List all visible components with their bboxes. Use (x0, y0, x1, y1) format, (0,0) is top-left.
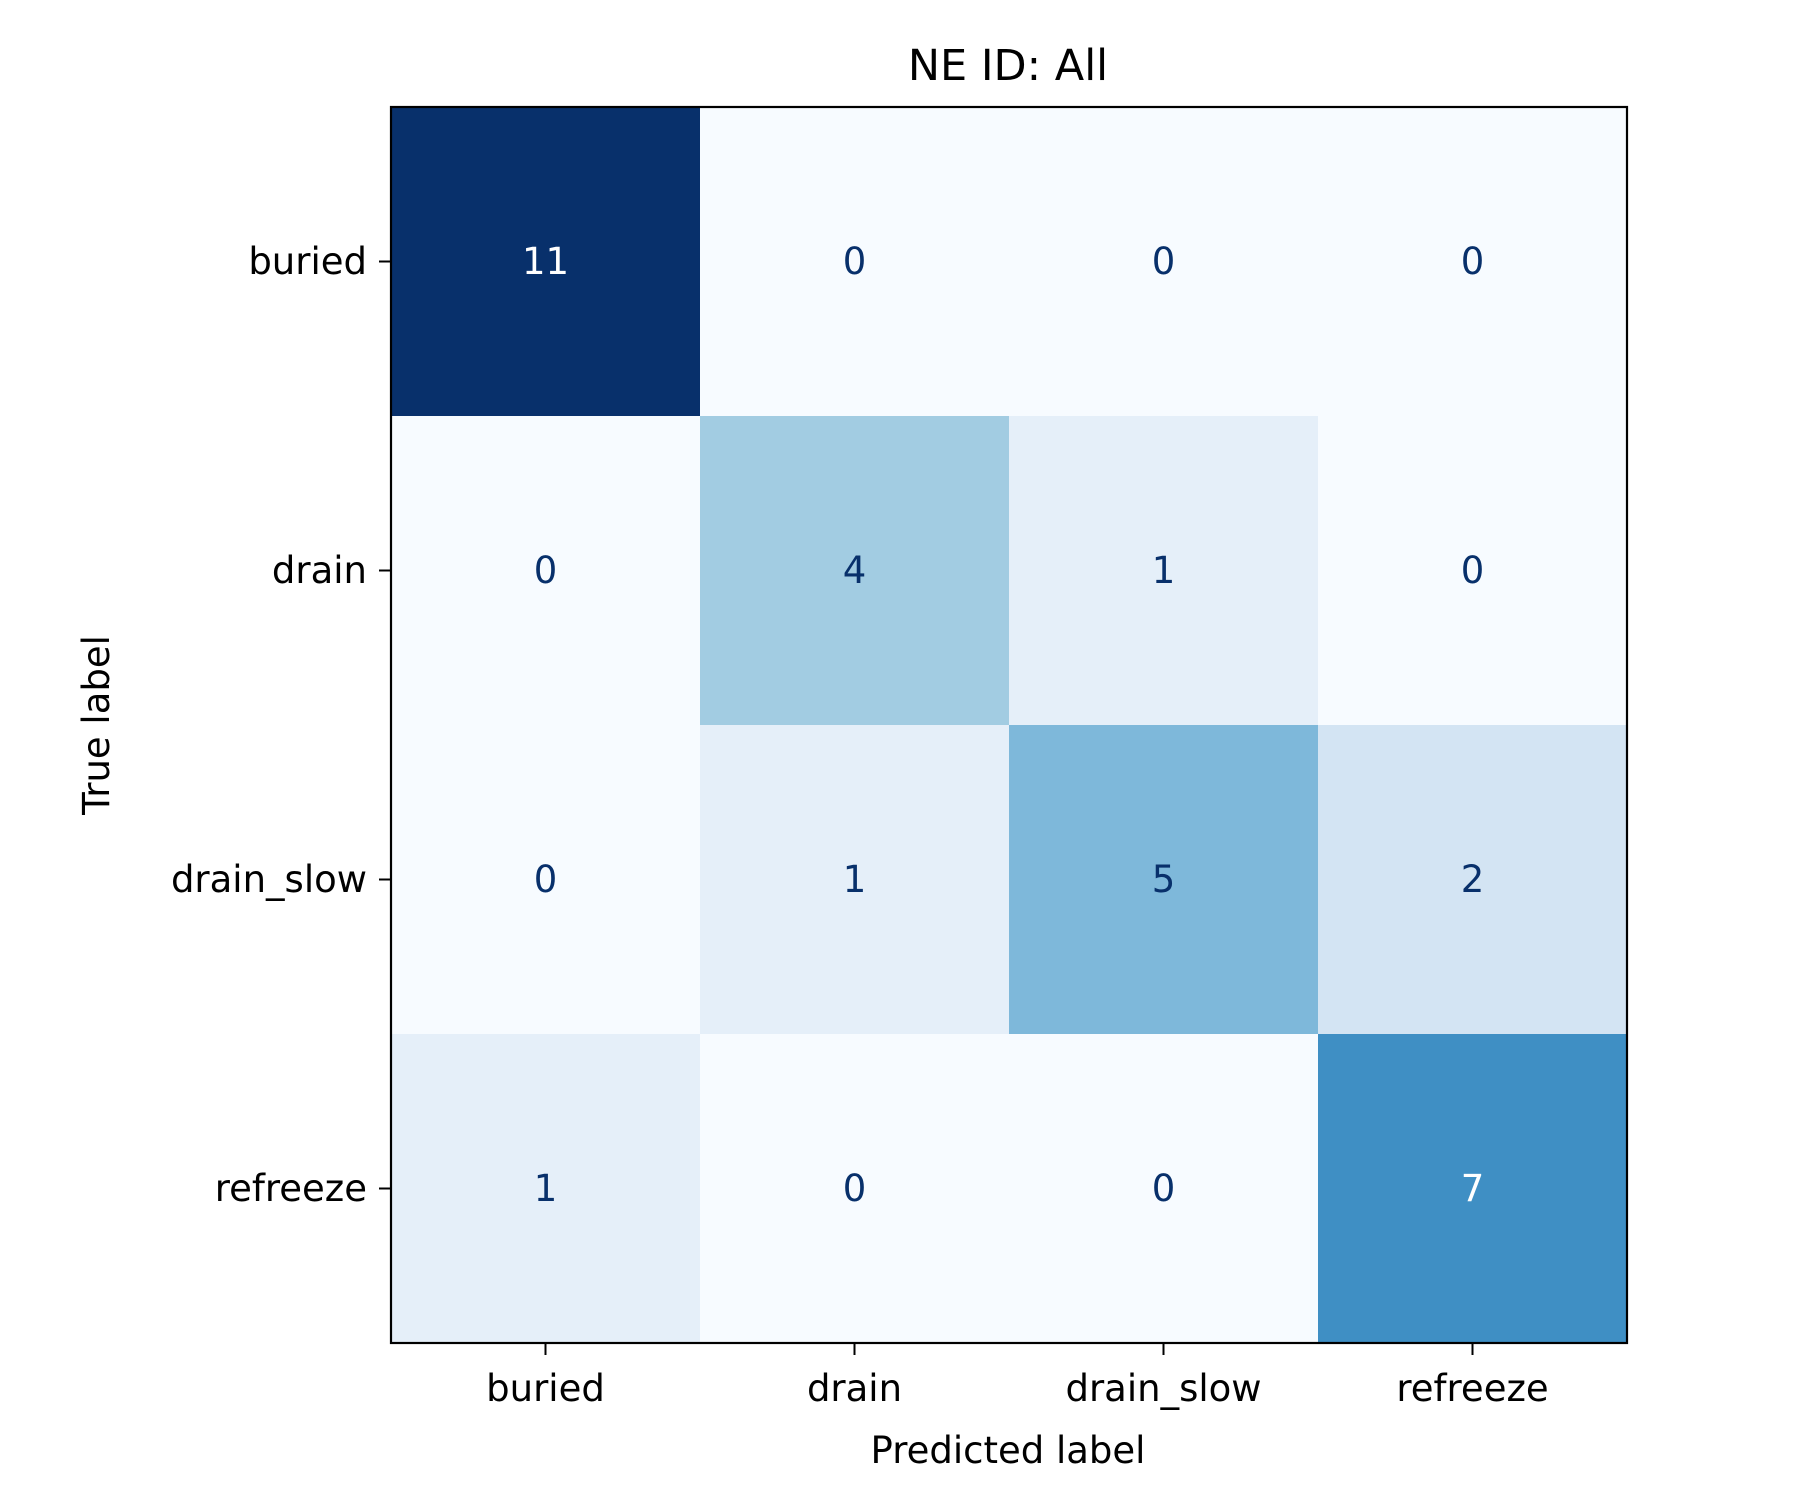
cell-value-label: 2 (1461, 858, 1485, 901)
x-tick-label: drain (807, 1367, 902, 1410)
heatmap-cell (391, 725, 701, 1035)
x-tick-label: drain_slow (1065, 1367, 1261, 1410)
y-tick-label: refreeze (215, 1167, 367, 1210)
cell-value-label: 0 (1461, 549, 1485, 592)
y-tick-label: drain_slow (171, 858, 367, 901)
heatmap-cell (1318, 725, 1628, 1035)
cell-value-label: 0 (534, 858, 558, 901)
cell-value-label: 0 (1152, 1167, 1176, 1210)
cell-value-label: 1 (1152, 549, 1176, 592)
x-tick-label: buried (486, 1367, 605, 1410)
y-tick-label: drain (272, 549, 367, 592)
heatmap-cell (700, 107, 1010, 417)
heatmap-cell (1318, 1034, 1628, 1344)
heatmap-cell (700, 725, 1010, 1035)
cell-value-labels: 11 0 0 0 0 4 1 0 0 1 5 2 1 0 0 7 (522, 240, 1484, 1210)
chart-title: NE ID: All (908, 41, 1108, 91)
cell-value-label: 11 (522, 240, 569, 283)
heatmap-cell (391, 416, 701, 726)
cell-value-label: 0 (1461, 240, 1485, 283)
heatmap-cell (1009, 416, 1319, 726)
cell-value-label: 4 (843, 549, 867, 592)
heatmap-cell (1318, 416, 1628, 726)
cell-value-label: 0 (843, 240, 867, 283)
heatmap-cell (1009, 1034, 1319, 1344)
axes-frame (389, 105, 1629, 1345)
heatmap-cell (391, 1034, 701, 1344)
y-axis-label: True label (75, 635, 118, 816)
heatmap-cell (1318, 107, 1628, 417)
cell-value-label: 1 (843, 858, 867, 901)
cell-value-label: 7 (1461, 1167, 1485, 1210)
x-axis-ticks: buried drain drain_slow refreeze (486, 1343, 1549, 1410)
y-axis-ticks: buried drain drain_slow refreeze (171, 240, 391, 1210)
heatmap-cell (700, 416, 1010, 726)
heatmap-cell (1009, 107, 1319, 417)
heatmap-cells (391, 107, 1628, 1344)
y-tick-label: buried (248, 240, 367, 283)
cell-value-label: 1 (534, 1167, 558, 1210)
cell-value-label: 0 (1152, 240, 1176, 283)
cell-value-label: 0 (843, 1167, 867, 1210)
heatmap-cell (700, 1034, 1010, 1344)
x-tick-label: refreeze (1396, 1367, 1548, 1410)
heatmap-cell (1009, 725, 1319, 1035)
x-axis-label: Predicted label (871, 1429, 1146, 1472)
heatmap-cell (391, 107, 701, 417)
cell-value-label: 0 (534, 549, 558, 592)
cell-value-label: 5 (1152, 858, 1176, 901)
